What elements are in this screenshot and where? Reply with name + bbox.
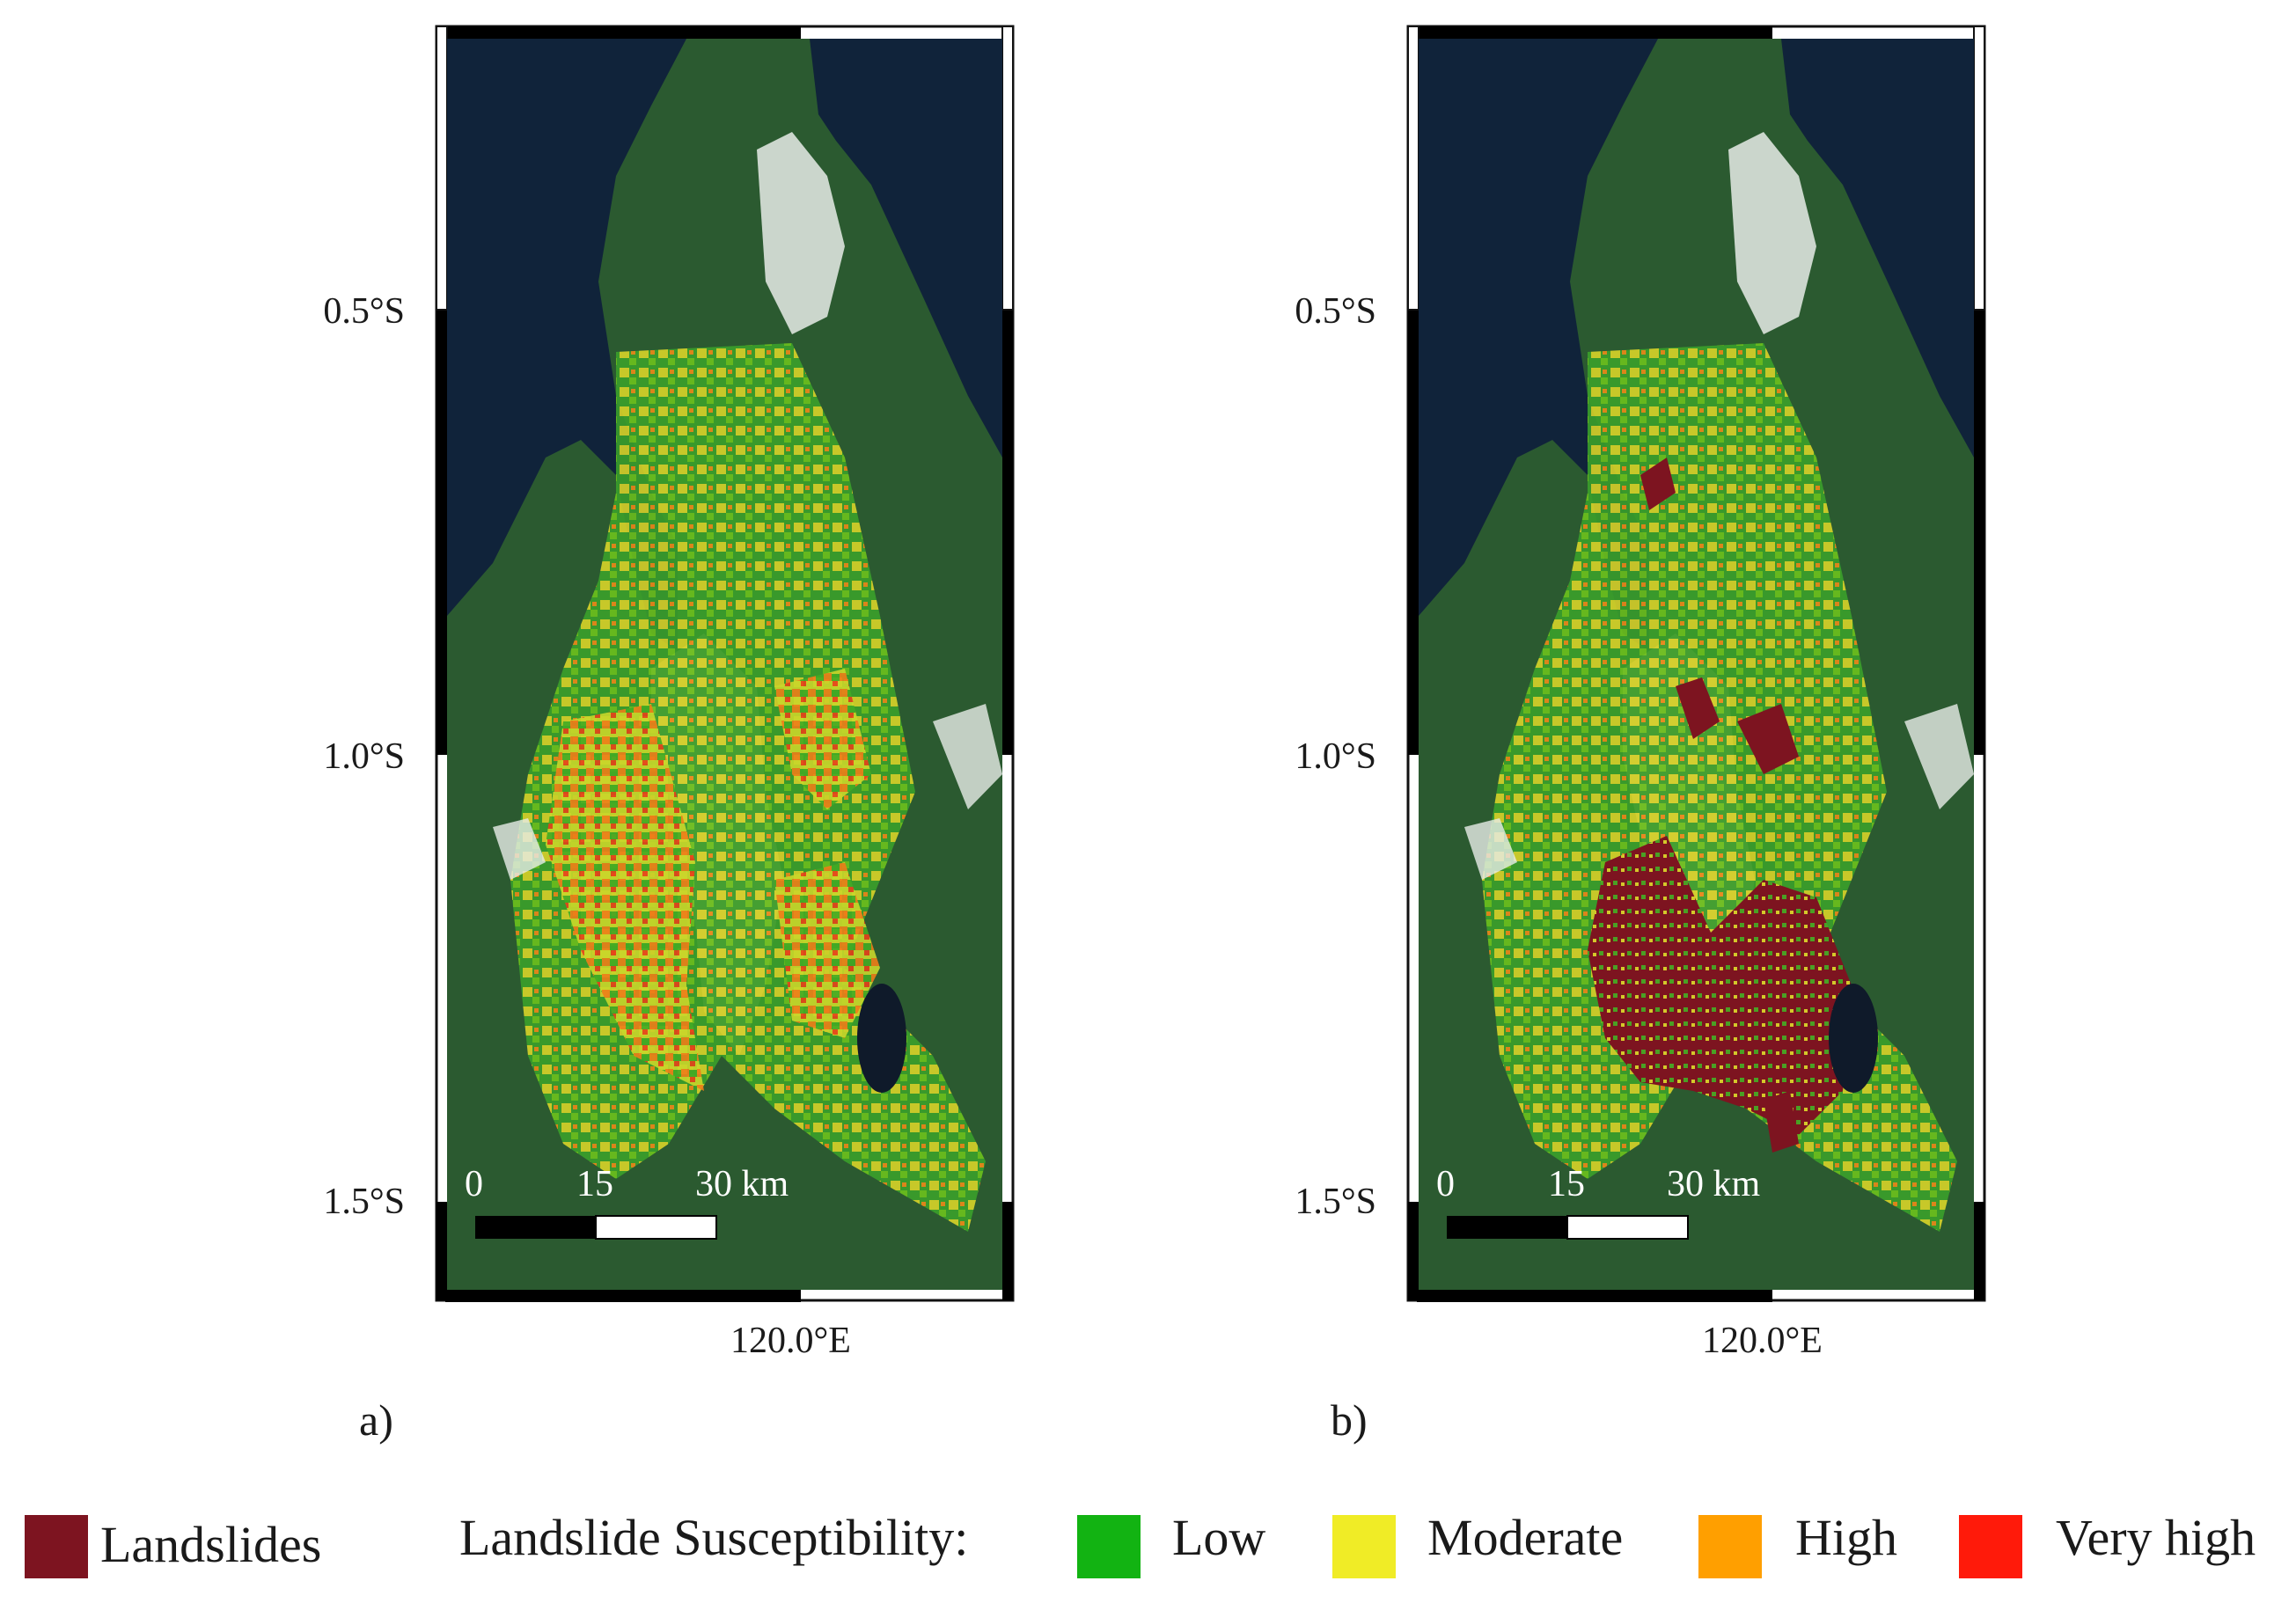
- cloud-cover: [1728, 132, 1816, 334]
- map-b-svg: [1406, 25, 1986, 1302]
- panel-label-a: a): [359, 1395, 393, 1445]
- frame-tick: [1002, 310, 1013, 755]
- map-panel-b: 0.5°S 1.0°S 1.5°S 120.0°E 0 15 30 km b): [972, 0, 2028, 1496]
- frame-tick: [445, 1290, 801, 1302]
- scale-label-15: 15: [576, 1164, 613, 1204]
- very-high-swatch: [1959, 1515, 2022, 1578]
- moderate-label: Moderate: [1427, 1509, 1624, 1566]
- landslide-area: [1640, 457, 1676, 510]
- frame-tick: [1974, 1202, 1984, 1300]
- lake: [857, 984, 906, 1093]
- susceptibility-title: Landslide Susceptibility:: [459, 1509, 969, 1566]
- panel-label-b: b): [1331, 1395, 1368, 1445]
- frame-tick: [1407, 26, 1419, 311]
- lat-label-15: 1.5°S: [323, 1182, 405, 1222]
- frame-tick: [1002, 1202, 1013, 1300]
- lon-label-120: 120.0°E: [730, 1321, 851, 1361]
- scale-bar-black: [1447, 1216, 1567, 1239]
- frame-tick: [1408, 1202, 1419, 1300]
- cloud-cover: [1904, 704, 1974, 809]
- lat-label-05: 0.5°S: [323, 291, 405, 332]
- frame-tick: [436, 1202, 447, 1300]
- lat-label-10: 1.0°S: [1295, 736, 1376, 777]
- cloud-cover: [493, 818, 546, 880]
- high-swatch: [1698, 1515, 1762, 1578]
- frame-tick: [436, 26, 448, 311]
- frame-tick: [1974, 310, 1984, 755]
- very-high-label: Very high: [2056, 1509, 2256, 1566]
- lon-label-120: 120.0°E: [1702, 1321, 1823, 1361]
- scale-label-30km: 30 km: [1667, 1164, 1761, 1204]
- scale-bar-white: [1566, 1215, 1689, 1240]
- lake: [1829, 984, 1878, 1093]
- cloud-cover: [1464, 818, 1517, 880]
- landslides-label: Landslides: [100, 1516, 322, 1573]
- susceptibility-high-zone: [546, 704, 704, 1091]
- cloud-cover: [933, 704, 1002, 809]
- frame-tick: [445, 26, 801, 39]
- low-label: Low: [1172, 1509, 1266, 1566]
- moderate-swatch: [1332, 1515, 1396, 1578]
- scale-label-0: 0: [465, 1164, 483, 1204]
- landslide-area: [1737, 704, 1799, 774]
- scale-label-30km: 30 km: [695, 1164, 789, 1204]
- lat-label-15: 1.5°S: [1295, 1182, 1376, 1222]
- frame-tick: [1417, 1290, 1772, 1302]
- lat-label-10: 1.0°S: [323, 736, 405, 777]
- landslide-area: [1676, 677, 1720, 739]
- frame-tick: [1973, 26, 1985, 311]
- scale-bar-black: [475, 1216, 596, 1239]
- landslides-swatch: [25, 1515, 88, 1578]
- frame-tick: [1408, 310, 1419, 755]
- lat-label-05: 0.5°S: [1295, 291, 1376, 332]
- scale-label-15: 15: [1548, 1164, 1585, 1204]
- susceptibility-high-zone: [774, 862, 880, 1038]
- scale-label-0: 0: [1436, 1164, 1455, 1204]
- frame-tick: [1417, 26, 1772, 39]
- map-a-svg: [435, 25, 1015, 1302]
- map-legend: Landslides Landslide Susceptibility: Low…: [0, 1496, 2296, 1603]
- landslide-area: [1764, 1091, 1799, 1153]
- susceptibility-high-zone: [774, 669, 871, 809]
- high-label: High: [1795, 1509, 1897, 1566]
- frame-tick: [436, 310, 447, 755]
- map-panel-a: 0.5°S 1.0°S 1.5°S 120.0°E 0 15 30 km a): [0, 0, 1056, 1496]
- scale-bar-white: [595, 1215, 717, 1240]
- landslide-area: [1588, 836, 1852, 1135]
- cloud-cover: [757, 132, 845, 334]
- low-swatch: [1077, 1515, 1141, 1578]
